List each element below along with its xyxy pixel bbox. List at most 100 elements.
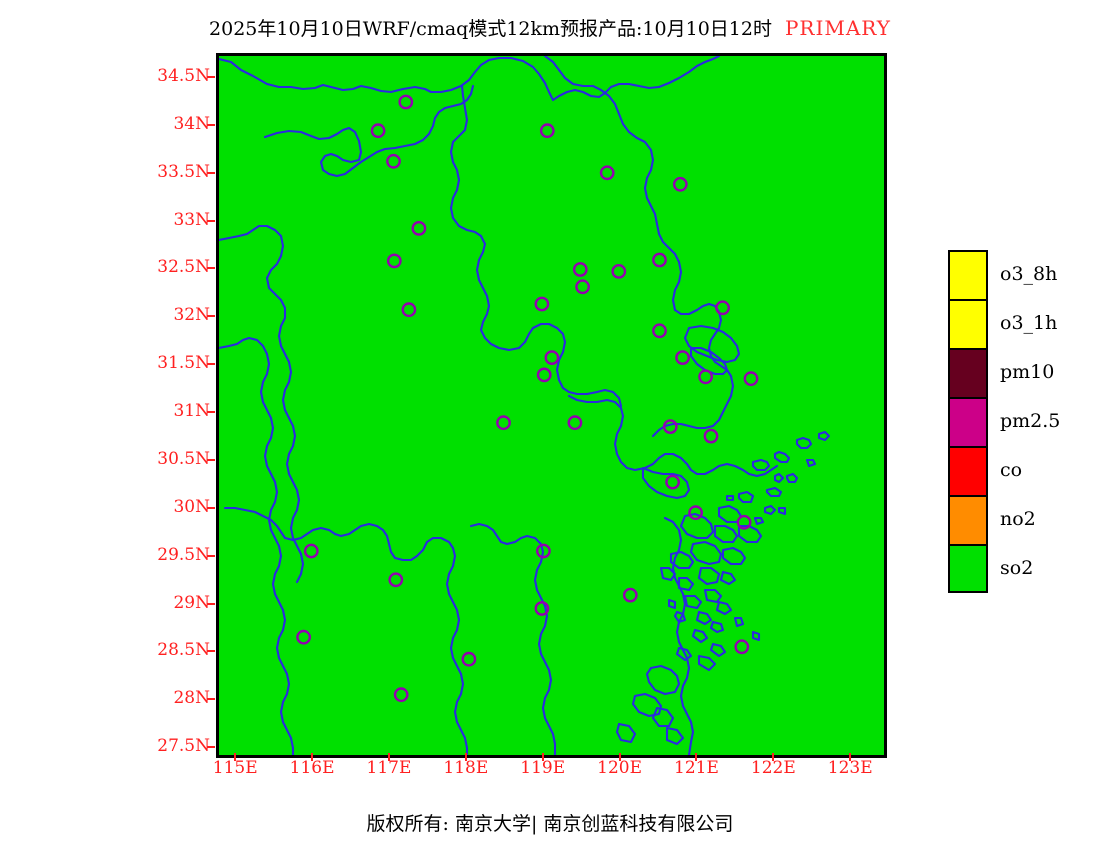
legend-label: co xyxy=(1000,459,1023,481)
legend-label: pm10 xyxy=(1000,361,1055,383)
map-plot-area[interactable] xyxy=(216,53,887,758)
y-axis-tick-label: 34N xyxy=(173,113,210,134)
station-marker[interactable] xyxy=(567,415,583,431)
y-axis-tick-label: 34.5N xyxy=(157,65,210,86)
y-axis-tick-mark xyxy=(207,650,215,653)
station-marker[interactable] xyxy=(652,252,667,268)
x-axis-tick-mark xyxy=(618,753,621,761)
station-marker[interactable] xyxy=(296,629,312,645)
x-axis-tick-mark xyxy=(541,753,544,761)
station-marker[interactable] xyxy=(535,543,551,559)
page-title: 2025年10月10日WRF/cmaq模式12km预报产品:10月10日12时 P… xyxy=(0,14,1100,41)
legend-label: no2 xyxy=(1000,508,1036,530)
x-axis-tick-mark xyxy=(311,753,314,761)
y-axis-tick-label: 29.5N xyxy=(157,544,210,565)
x-axis-tick-mark xyxy=(695,753,698,761)
station-marker[interactable] xyxy=(534,601,550,616)
legend-swatch-icon xyxy=(948,544,988,593)
legend-item-co[interactable]: co xyxy=(948,446,1093,495)
station-marker[interactable] xyxy=(496,415,511,431)
x-axis-tick-mark xyxy=(464,753,467,761)
legend-item-no2[interactable]: no2 xyxy=(948,495,1093,544)
station-marker[interactable] xyxy=(652,323,667,339)
station-marker[interactable] xyxy=(461,651,477,667)
y-axis-tick-label: 30.5N xyxy=(157,448,210,469)
station-marker[interactable] xyxy=(703,428,719,444)
y-axis-tick-mark xyxy=(207,363,215,366)
province-boundaries xyxy=(219,56,831,755)
station-marker[interactable] xyxy=(303,543,319,559)
station-marker[interactable] xyxy=(734,639,750,655)
x-axis-tick-label: 118E xyxy=(443,758,489,778)
legend-item-so2[interactable]: so2 xyxy=(948,544,1093,593)
station-marker[interactable] xyxy=(572,262,588,277)
x-axis-tick-label: 116E xyxy=(289,758,335,778)
x-axis-tick-label: 121E xyxy=(674,758,719,778)
x-axis-tick-label: 123E xyxy=(827,758,873,778)
station-marker[interactable] xyxy=(544,350,560,365)
station-marker[interactable] xyxy=(736,514,752,530)
station-marker[interactable] xyxy=(393,687,409,703)
legend-label: pm2.5 xyxy=(1000,410,1061,432)
station-marker[interactable] xyxy=(611,263,627,279)
station-marker[interactable] xyxy=(688,505,703,521)
legend-item-o3-1h[interactable]: o3_1h xyxy=(948,299,1093,348)
y-axis-tick-label: 33.5N xyxy=(157,161,210,182)
station-marker[interactable] xyxy=(665,474,680,490)
y-axis-tick-label: 31.5N xyxy=(157,353,210,374)
station-markers[interactable] xyxy=(296,94,759,703)
legend-swatch-icon xyxy=(948,446,988,495)
station-marker[interactable] xyxy=(715,300,730,316)
station-marker[interactable] xyxy=(398,94,414,110)
x-axis-tick-mark xyxy=(849,753,852,761)
station-marker[interactable] xyxy=(386,153,401,169)
station-marker[interactable] xyxy=(675,350,690,365)
y-axis-tick-label: 27.5N xyxy=(157,736,210,757)
title-primary-label: PRIMARY xyxy=(784,16,891,40)
station-marker[interactable] xyxy=(536,367,552,383)
x-axis-tick-mark xyxy=(772,753,775,761)
x-axis-tick-label: 119E xyxy=(520,758,566,778)
station-marker[interactable] xyxy=(662,419,678,434)
station-marker[interactable] xyxy=(743,371,759,387)
footer: 版权所有: 南京大学| 南京创蓝科技有限公司 xyxy=(0,809,1100,836)
station-marker[interactable] xyxy=(698,369,713,385)
legend-item-o3-8h[interactable]: o3_8h xyxy=(948,250,1093,299)
legend-panel[interactable]: o3_8h o3_1h pm10 pm2.5 co no2 so2 xyxy=(948,250,1093,593)
station-marker[interactable] xyxy=(534,296,550,312)
y-axis: 34.5N 34N 33.5N 33N 32.5N 32N 31.5N 31N 30.5N 30N… xyxy=(125,0,215,850)
station-marker[interactable] xyxy=(672,176,688,192)
y-axis-tick-label: 30N xyxy=(173,496,210,517)
y-axis-tick-mark xyxy=(207,602,215,605)
y-axis-tick-mark xyxy=(207,123,215,126)
legend-item-pm2-5[interactable]: pm2.5 xyxy=(948,397,1093,446)
x-axis-tick-label: 117E xyxy=(366,758,412,778)
station-marker[interactable] xyxy=(622,587,638,603)
station-marker[interactable] xyxy=(575,279,590,295)
y-axis-tick-mark xyxy=(207,171,215,174)
station-marker[interactable] xyxy=(539,123,555,139)
title-main-text: 2025年10月10日WRF/cmaq模式12km预报产品:10月10日12时 xyxy=(209,18,772,40)
x-axis-tick-mark xyxy=(387,753,390,761)
station-marker[interactable] xyxy=(411,220,427,236)
map-background-fill xyxy=(219,56,884,755)
y-axis-tick-label: 33N xyxy=(173,209,210,230)
station-marker[interactable] xyxy=(599,165,615,181)
y-axis-tick-label: 28.5N xyxy=(157,640,210,661)
station-marker[interactable] xyxy=(370,123,386,139)
station-marker[interactable] xyxy=(388,572,404,588)
legend-item-pm10[interactable]: pm10 xyxy=(948,348,1093,397)
y-axis-tick-mark xyxy=(207,267,215,270)
y-axis-tick-mark xyxy=(207,746,215,749)
y-axis-tick-label: 32.5N xyxy=(157,257,210,278)
station-marker[interactable] xyxy=(401,302,417,318)
y-axis-tick-mark xyxy=(207,411,215,414)
legend-label: o3_8h xyxy=(1000,263,1058,285)
station-marker[interactable] xyxy=(386,253,402,269)
x-axis-tick-label: 122E xyxy=(750,758,796,778)
y-axis-tick-label: 31N xyxy=(173,401,210,422)
y-axis-tick-label: 28N xyxy=(173,688,210,709)
copyright-text: 版权所有: 南京大学| 南京创蓝科技有限公司 xyxy=(366,813,734,835)
map-canvas xyxy=(219,56,884,755)
